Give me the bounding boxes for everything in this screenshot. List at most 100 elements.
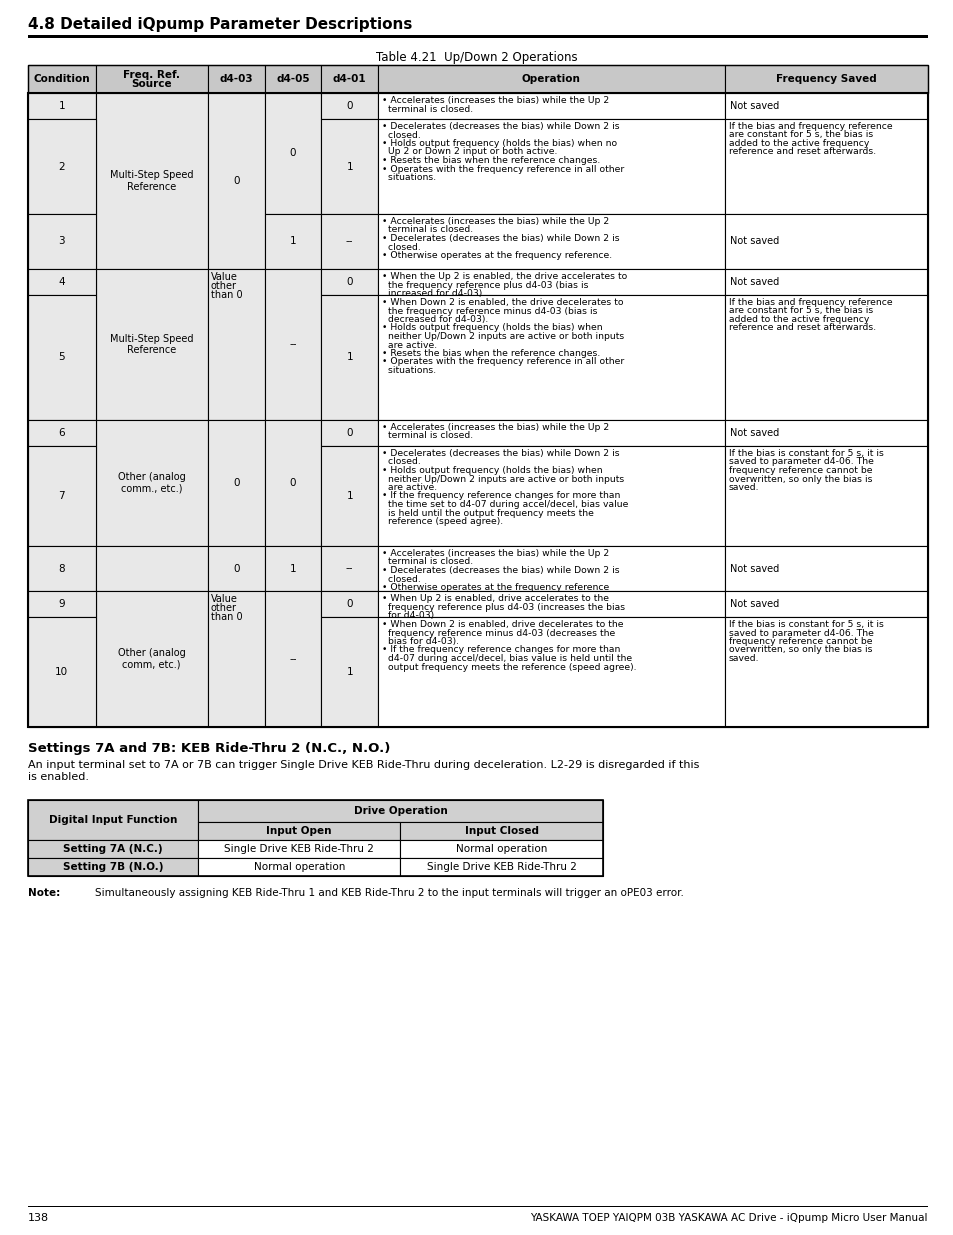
Bar [321, 65, 377, 93]
Bar [377, 420, 724, 446]
Bar [28, 858, 198, 876]
Text: Normal operation: Normal operation [253, 862, 345, 872]
Bar [321, 119, 377, 214]
Bar [264, 93, 321, 214]
Text: If the bias and frequency reference: If the bias and frequency reference [728, 298, 891, 308]
Text: • Accelerates (increases the bias) while the Up 2: • Accelerates (increases the bias) while… [382, 424, 609, 432]
Bar [724, 214, 927, 269]
Text: Multi-Step Speed
Reference: Multi-Step Speed Reference [110, 333, 193, 356]
Text: frequency reference minus d4-03 (decreases the: frequency reference minus d4-03 (decreas… [382, 629, 615, 637]
Text: Not saved: Not saved [729, 599, 778, 609]
Text: Setting 7B (N.O.): Setting 7B (N.O.) [63, 862, 163, 872]
Bar [724, 93, 927, 119]
Text: 3: 3 [58, 236, 65, 247]
Bar [724, 295, 927, 420]
Bar [377, 618, 724, 727]
Text: increased for d4-03).: increased for d4-03). [382, 289, 485, 298]
Bar [321, 295, 377, 420]
Text: 0: 0 [346, 277, 353, 287]
Bar [208, 65, 264, 93]
Bar [95, 592, 208, 727]
Text: Value: Value [211, 594, 237, 604]
Text: • Decelerates (decreases the bias) while Down 2 is: • Decelerates (decreases the bias) while… [382, 450, 619, 458]
Text: neither Up/Down 2 inputs are active or both inputs: neither Up/Down 2 inputs are active or b… [382, 474, 623, 483]
Bar [28, 269, 95, 295]
Text: 1: 1 [346, 162, 353, 172]
Text: --: -- [346, 563, 354, 573]
Bar [28, 93, 95, 119]
Bar [400, 858, 602, 876]
Text: added to the active frequency: added to the active frequency [728, 140, 868, 148]
Bar [724, 119, 927, 214]
Text: Normal operation: Normal operation [456, 844, 547, 853]
Text: 7: 7 [58, 492, 65, 501]
Bar [28, 295, 95, 420]
Text: 0: 0 [346, 599, 353, 609]
Text: d4-01: d4-01 [333, 74, 366, 84]
Bar [321, 446, 377, 546]
Text: 0: 0 [346, 101, 353, 111]
Text: --: -- [346, 236, 354, 247]
Text: 8: 8 [58, 563, 65, 573]
Text: • Holds output frequency (holds the bias) when: • Holds output frequency (holds the bias… [382, 324, 602, 332]
Text: overwritten, so only the bias is: overwritten, so only the bias is [728, 646, 871, 655]
Bar [198, 858, 400, 876]
Bar [321, 618, 377, 727]
Text: • Operates with the frequency reference in all other: • Operates with the frequency reference … [382, 357, 623, 367]
Text: 0: 0 [233, 563, 239, 573]
Bar [198, 823, 400, 840]
Bar [321, 546, 377, 592]
Bar [28, 93, 927, 727]
Bar [28, 65, 95, 93]
Bar [377, 65, 724, 93]
Bar [377, 592, 724, 618]
Text: output frequency meets the reference (speed agree).: output frequency meets the reference (sp… [382, 662, 636, 672]
Text: Input Open: Input Open [266, 826, 332, 836]
Text: Source: Source [132, 79, 172, 89]
Text: Drive Operation: Drive Operation [354, 806, 447, 816]
Bar [28, 592, 95, 618]
Text: Input Closed: Input Closed [464, 826, 538, 836]
Bar [208, 592, 264, 727]
Text: added to the active frequency: added to the active frequency [728, 315, 868, 324]
Text: 0: 0 [346, 429, 353, 438]
Text: the frequency reference minus d4-03 (bias is: the frequency reference minus d4-03 (bia… [382, 306, 597, 315]
Text: 1: 1 [58, 101, 65, 111]
Bar [377, 93, 724, 119]
Text: saved.: saved. [728, 655, 759, 663]
Text: are active.: are active. [382, 341, 436, 350]
Bar [264, 65, 321, 93]
Bar [321, 214, 377, 269]
Text: frequency reference cannot be: frequency reference cannot be [728, 637, 871, 646]
Text: 1: 1 [346, 492, 353, 501]
Text: • Decelerates (decreases the bias) while Down 2 is: • Decelerates (decreases the bias) while… [382, 122, 619, 131]
Text: terminal is closed.: terminal is closed. [382, 226, 473, 235]
Text: terminal is closed.: terminal is closed. [382, 557, 473, 567]
Text: Setting 7A (N.C.): Setting 7A (N.C.) [63, 844, 163, 853]
Text: • Decelerates (decreases the bias) while Down 2 is: • Decelerates (decreases the bias) while… [382, 233, 619, 243]
Text: saved to parameter d4-06. The: saved to parameter d4-06. The [728, 457, 873, 467]
Bar [95, 420, 208, 546]
Text: terminal is closed.: terminal is closed. [382, 431, 473, 441]
Text: decreased for d4-03).: decreased for d4-03). [382, 315, 488, 324]
Text: Other (analog
comm, etc.): Other (analog comm, etc.) [118, 648, 186, 669]
Text: • When the Up 2 is enabled, the drive accelerates to: • When the Up 2 is enabled, the drive ac… [382, 272, 627, 282]
Bar [264, 269, 321, 420]
Text: 0: 0 [233, 177, 239, 186]
Bar [724, 269, 927, 295]
Text: --: -- [289, 340, 296, 350]
Text: closed.: closed. [382, 574, 420, 583]
Bar [95, 546, 208, 592]
Bar [724, 420, 927, 446]
Bar [377, 546, 724, 592]
Text: than 0: than 0 [211, 613, 242, 622]
Text: Not saved: Not saved [729, 277, 778, 287]
Text: Not saved: Not saved [729, 563, 778, 573]
Text: Settings 7A and 7B: KEB Ride-Thru 2 (N.C., N.O.): Settings 7A and 7B: KEB Ride-Thru 2 (N.C… [28, 742, 390, 755]
Bar [208, 93, 264, 269]
Text: 6: 6 [58, 429, 65, 438]
Text: 4: 4 [58, 277, 65, 287]
Text: 1: 1 [290, 236, 296, 247]
Bar [28, 35, 927, 38]
Text: are constant for 5 s, the bias is: are constant for 5 s, the bias is [728, 131, 872, 140]
